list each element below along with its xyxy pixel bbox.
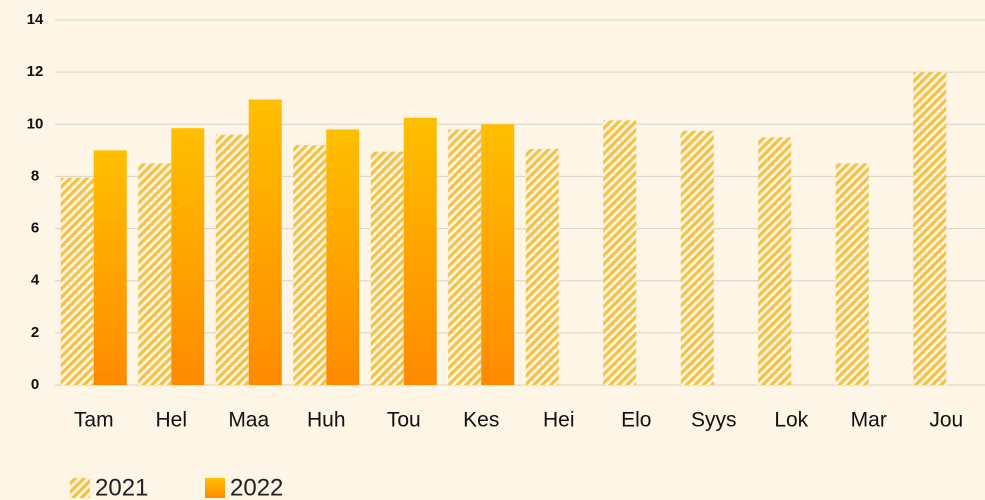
bar	[370, 151, 404, 385]
y-tick-label: 10	[27, 115, 44, 132]
bar	[93, 150, 127, 385]
x-tick-label: Jou	[929, 409, 963, 432]
bar	[758, 137, 792, 385]
legend-label: 2022	[230, 474, 283, 500]
bar	[835, 163, 869, 385]
bar	[326, 129, 360, 385]
y-tick-label: 8	[31, 167, 39, 184]
legend-swatch	[205, 478, 225, 498]
bar	[481, 124, 515, 386]
legend-swatch	[70, 478, 90, 498]
x-tick-label: Huh	[307, 409, 346, 432]
x-tick-label: Tam	[74, 409, 114, 432]
bar	[293, 145, 327, 385]
x-tick-label: Tou	[387, 409, 421, 432]
bar	[680, 130, 714, 385]
bar	[448, 129, 482, 385]
bar	[603, 120, 637, 385]
x-tick-label: Syys	[691, 409, 737, 432]
y-tick-label: 14	[27, 11, 44, 28]
x-tick-label: Elo	[621, 409, 651, 432]
x-tick-label: Hel	[155, 409, 187, 432]
bar	[171, 128, 205, 386]
y-tick-label: 0	[31, 376, 39, 393]
bar	[403, 117, 437, 386]
bar	[60, 177, 94, 385]
x-tick-label: Hei	[543, 409, 575, 432]
bar	[913, 72, 947, 386]
y-tick-label: 4	[31, 272, 40, 289]
bar	[525, 149, 559, 385]
bar	[248, 99, 282, 386]
x-tick-label: Mar	[851, 409, 887, 432]
bar	[215, 134, 249, 385]
x-tick-label: Kes	[463, 409, 499, 432]
x-tick-label: Maa	[228, 409, 269, 432]
y-tick-label: 12	[27, 63, 44, 80]
y-tick-label: 6	[31, 220, 39, 237]
x-tick-label: Lok	[774, 409, 808, 432]
bar	[138, 163, 172, 385]
legend-label: 2021	[95, 474, 148, 500]
y-tick-label: 2	[31, 324, 39, 341]
